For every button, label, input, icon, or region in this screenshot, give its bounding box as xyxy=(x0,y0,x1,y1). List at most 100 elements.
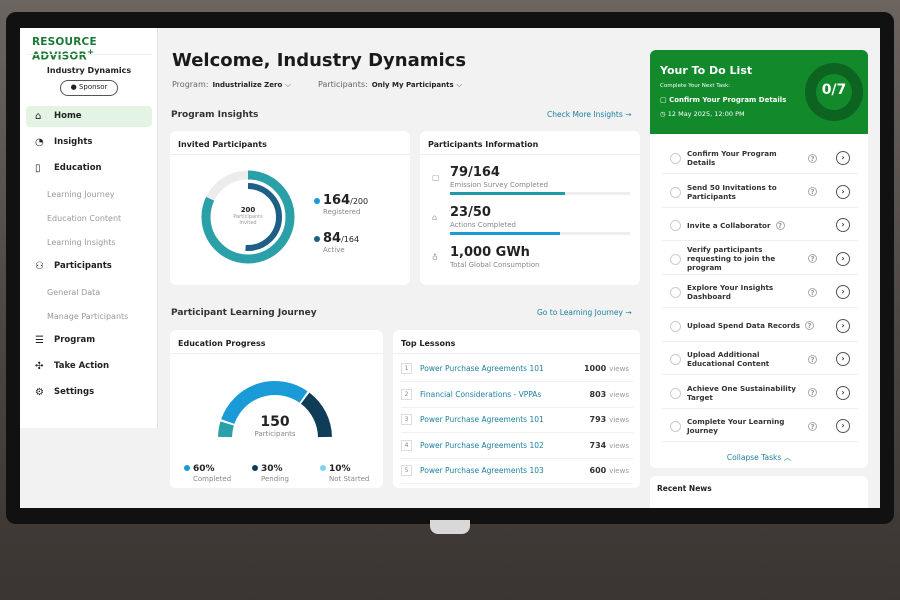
help-icon[interactable]: ? xyxy=(808,187,817,196)
home-icon: ⌂ xyxy=(35,111,42,122)
lesson-link[interactable]: Financial Considerations - VPPAs xyxy=(420,389,542,399)
todo-task[interactable]: Confirm Your Program Details? › xyxy=(662,142,858,174)
next-task-link[interactable]: ▢ Confirm Your Program Details xyxy=(660,96,787,104)
todo-task[interactable]: Explore Your Insights Dashboard? › xyxy=(662,276,858,308)
info-progress-bar xyxy=(450,192,630,195)
sidebar-item-education[interactable]: ▯ Education xyxy=(26,158,152,179)
house-icon: ⌂ xyxy=(432,213,438,222)
help-icon[interactable]: ? xyxy=(808,354,817,364)
gauge-not-started xyxy=(218,421,234,438)
help-icon[interactable]: ? xyxy=(775,220,785,230)
lesson-row[interactable]: 1 Power Purchase Agreements 101 1000 views xyxy=(401,356,633,382)
section-title: Program Insights xyxy=(171,110,259,120)
todo-task[interactable]: Invite a Collaborator? › xyxy=(662,209,858,241)
active-stat: 84/164 Active xyxy=(314,227,359,254)
chevron-right-icon[interactable]: › xyxy=(836,385,850,400)
lesson-row[interactable]: 2 Financial Considerations - VPPAs 803 view… xyxy=(401,382,633,408)
registered-ring xyxy=(201,170,295,264)
go-to-learning-journey-link[interactable]: Go to Learning Journey → xyxy=(537,308,632,317)
lesson-link[interactable]: Power Purchase Agreements 101 xyxy=(420,364,544,373)
chevron-right-icon[interactable]: › xyxy=(836,419,850,433)
todo-task[interactable]: Upload Spend Data Records? › xyxy=(662,310,858,342)
help-icon[interactable]: ? xyxy=(808,421,817,431)
help-icon[interactable]: ? xyxy=(808,287,817,297)
info-progress-bar xyxy=(450,232,630,235)
chevron-right-icon[interactable]: › xyxy=(836,151,850,165)
education-progress-card: Education Progress 150 Participants 60% C… xyxy=(170,330,383,488)
participants-filter[interactable]: Participants: Only My Participants ⌵ xyxy=(318,80,463,89)
task-checkbox[interactable] xyxy=(670,387,681,399)
sidebar-subitem-education-content[interactable]: Education Content xyxy=(47,214,122,223)
active-ring xyxy=(214,183,282,251)
collapse-tasks-button[interactable]: Collapse Tasks ︿ xyxy=(726,453,792,462)
sidebar-item-participants[interactable]: ⚇ Participants xyxy=(26,256,152,277)
sidebar-item-settings[interactable]: ⚙ Settings xyxy=(26,382,152,403)
info-value: 1,000 GWh xyxy=(450,245,530,260)
task-checkbox[interactable] xyxy=(670,354,681,365)
sidebar-item-program[interactable]: ☰ Program xyxy=(26,330,152,351)
chevron-right-icon[interactable]: › xyxy=(836,285,850,299)
chevron-right-icon[interactable]: › xyxy=(836,218,850,232)
invited-donut xyxy=(201,170,295,264)
sidebar-subitem-learning-journey[interactable]: Learning Journey xyxy=(47,190,115,199)
todo-task[interactable]: Achieve One Sustainability Target? › xyxy=(662,377,858,409)
task-checkbox[interactable] xyxy=(670,186,681,198)
gauge-value: 150 xyxy=(260,414,290,430)
bulb-icon: ♁ xyxy=(432,253,438,262)
sidebar-item-take-action[interactable]: ✣ Take Action xyxy=(26,356,152,377)
puzzle-icon: ✣ xyxy=(35,361,44,372)
legend-item: 30% Pending xyxy=(252,456,289,483)
info-label: Actions Completed xyxy=(450,221,516,229)
lesson-link[interactable]: Power Purchase Agreements 102 xyxy=(420,440,544,450)
todo-task[interactable]: Upload Additional Educational Content? › xyxy=(662,343,858,375)
task-checkbox[interactable] xyxy=(670,253,681,265)
help-icon[interactable]: ? xyxy=(808,153,817,163)
lesson-link[interactable]: Power Purchase Agreements 101 xyxy=(420,415,544,424)
lesson-row[interactable]: 3 Power Purchase Agreements 101 793 views xyxy=(401,407,633,433)
sidebar-item-insights[interactable]: ◔ Insights xyxy=(26,132,152,153)
help-icon[interactable]: ? xyxy=(805,321,815,330)
list-icon: ☰ xyxy=(35,335,44,346)
todo-task[interactable]: Verify participants requesting to join t… xyxy=(662,243,858,275)
card-title: Education Progress xyxy=(170,330,383,354)
legend-item: 10% Not Started xyxy=(320,456,369,483)
task-checkbox[interactable] xyxy=(670,421,681,432)
card-title: Invited Participants xyxy=(170,131,410,155)
lesson-link[interactable]: Power Purchase Agreements 103 xyxy=(420,466,544,475)
chevron-right-icon[interactable]: › xyxy=(836,251,850,266)
help-icon[interactable]: ? xyxy=(808,254,817,263)
task-checkbox[interactable] xyxy=(670,220,681,231)
sidebar-subitem-general-data[interactable]: General Data xyxy=(47,288,101,297)
task-checkbox[interactable] xyxy=(670,287,681,298)
lesson-row[interactable]: 5 Power Purchase Agreements 103 600 views xyxy=(401,458,633,484)
chevron-right-icon[interactable]: › xyxy=(836,184,850,199)
lesson-row[interactable]: 4 Power Purchase Agreements 102 734 views xyxy=(401,433,633,459)
gear-icon: ⚙ xyxy=(35,387,44,398)
section-title: Participant Learning Journey xyxy=(171,308,317,318)
chevron-right-icon[interactable]: › xyxy=(836,352,850,366)
todo-progress-ring xyxy=(805,63,863,121)
check-more-insights-link[interactable]: Check More Insights → xyxy=(547,110,632,119)
todo-task[interactable]: Complete Your Learning Journey? › xyxy=(662,410,858,442)
todo-header: Your To Do List Complete Your Next Task:… xyxy=(650,50,868,134)
info-label: Emission Survey Completed xyxy=(450,181,549,189)
donut-center-label: Participants Invited xyxy=(233,214,263,226)
sidebar-item-home[interactable]: ⌂ Home xyxy=(26,106,152,127)
book-icon: ▯ xyxy=(35,163,41,174)
task-checkbox[interactable] xyxy=(670,153,681,164)
sidebar-subitem-learning-insights[interactable]: Learning Insights xyxy=(47,238,116,247)
task-checkbox[interactable] xyxy=(670,320,681,332)
legend-item: 60% Completed xyxy=(184,456,231,483)
chevron-right-icon[interactable]: › xyxy=(836,318,850,333)
next-task-label: Complete Your Next Task: xyxy=(660,83,731,89)
program-filter[interactable]: Program: Industrialize Zero ⌵ xyxy=(172,80,291,89)
due-date: ◷ 12 May 2025, 12:00 PM xyxy=(660,110,745,118)
help-icon[interactable]: ? xyxy=(808,388,817,397)
sidebar-subitem-manage-participants[interactable]: Manage Participants xyxy=(47,312,129,321)
monitor-stand xyxy=(430,520,470,534)
info-value: 79/164 xyxy=(450,165,500,180)
card-title: Participants Information xyxy=(420,131,640,155)
registered-stat: 164/200 Registered xyxy=(314,189,368,216)
todo-task[interactable]: Send 50 Invitations to Participants? › xyxy=(662,176,858,208)
info-label: Total Global Consumption xyxy=(450,261,540,269)
